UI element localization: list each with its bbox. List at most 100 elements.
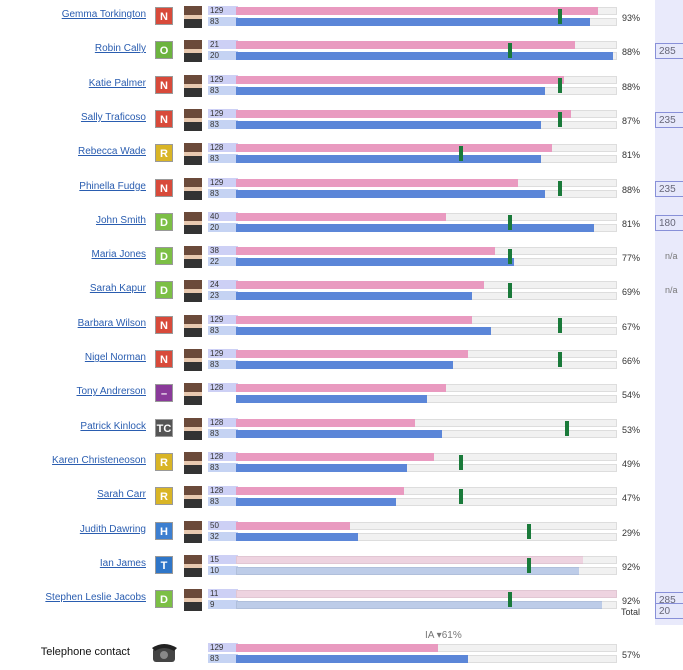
bottom-number: 83 [208, 325, 238, 335]
name[interactable]: Karen Christeneoson [52, 454, 146, 466]
pink-bar [236, 247, 496, 256]
track [236, 590, 617, 599]
name[interactable]: Nigel Norman [84, 352, 146, 363]
avatar [184, 143, 202, 166]
percent: 93% [622, 13, 641, 23]
percent: 54% [622, 390, 641, 401]
target [508, 592, 513, 608]
percent: 29% [622, 527, 641, 538]
name[interactable]: Telephone contact [40, 646, 130, 658]
blue-bar [236, 292, 473, 301]
name[interactable]: Judith Dawring [79, 523, 146, 535]
percent: 88% [622, 81, 641, 92]
avatar [184, 40, 202, 63]
pink-bar [236, 178, 518, 187]
badge: H [155, 521, 173, 540]
name[interactable]: Rebecca Wade [78, 146, 146, 158]
bottom-number: 83 [208, 154, 238, 164]
pink-bar [236, 418, 416, 427]
top-number: 21 [208, 40, 238, 50]
blue-bar [236, 86, 545, 95]
name[interactable]: Barbara Wilson [77, 317, 146, 329]
top-number: 128 [208, 383, 238, 393]
percent: 66% [622, 356, 641, 366]
side-text: n/a [665, 251, 678, 262]
blue-bar [236, 395, 427, 404]
blue-bar [236, 566, 579, 575]
name[interactable]: Gemma Torkington [61, 9, 146, 20]
pink-bar [236, 41, 576, 50]
blue-bar [236, 532, 358, 541]
bottom-number: 83 [208, 188, 238, 198]
pink-bar [236, 555, 583, 564]
pink-bar [236, 590, 617, 599]
pink-bar [236, 521, 351, 530]
name[interactable]: Phinella Fudge [79, 180, 146, 192]
target [527, 523, 532, 539]
badge: D [155, 247, 173, 266]
badge: N [155, 109, 173, 128]
percent: 49% [622, 458, 641, 469]
percent: 88% [622, 47, 641, 58]
bottom-number: 83 [208, 17, 238, 26]
avatar [184, 6, 202, 28]
blue-bar [236, 189, 545, 198]
side-box: 285 [655, 43, 683, 60]
target [557, 9, 562, 24]
target [508, 249, 513, 265]
badge: O [155, 41, 173, 60]
percent: 67% [622, 321, 641, 332]
pink-bar [236, 350, 469, 358]
top-number: 128 [208, 451, 238, 461]
name[interactable]: Patrick Kinlock [80, 420, 146, 432]
top-number: 128 [208, 143, 238, 153]
avatar [184, 589, 202, 612]
badge: N [155, 350, 173, 368]
badge: TC [155, 418, 173, 437]
pink-bar [236, 109, 572, 118]
annotation: IA ▾61% [425, 630, 462, 641]
name[interactable]: John Smith [95, 214, 146, 226]
target [508, 214, 513, 230]
blue-bar [236, 361, 454, 369]
side-box: 235 [655, 111, 683, 128]
top-number: 24 [208, 280, 238, 290]
name[interactable]: Sally Traficoso [80, 111, 146, 123]
top-number: 129 [208, 74, 238, 84]
name[interactable]: Katie Palmer [88, 77, 146, 89]
badge: N [155, 7, 173, 25]
name[interactable]: Sarah Kapur [89, 283, 146, 295]
bottom-number: 10 [208, 565, 238, 575]
name[interactable]: Robin Cally [94, 43, 146, 55]
pink-bar [236, 452, 435, 461]
percent: 87% [622, 115, 641, 126]
badge: N [155, 75, 173, 94]
target [557, 352, 562, 367]
phone-icon [152, 644, 177, 662]
top-number: 129 [208, 314, 238, 324]
top-number: 50 [208, 520, 238, 530]
bottom-number: 9 [208, 600, 238, 610]
pink-bar [236, 281, 484, 290]
bottom-number: 23 [208, 291, 238, 301]
badge: R [155, 144, 173, 163]
pink-bar [236, 75, 564, 84]
percent: 77% [622, 253, 641, 264]
name[interactable]: Maria Jones [91, 249, 146, 261]
name[interactable]: Tony Andrerson [76, 386, 147, 398]
track [236, 555, 617, 564]
blue-bar [236, 223, 595, 232]
name[interactable]: Ian James [99, 557, 146, 569]
avatar [184, 383, 202, 406]
name[interactable]: Stephen Leslie Jacobs [45, 592, 146, 604]
bottom-number: 83 [208, 119, 238, 129]
top-number: 129 [208, 643, 238, 652]
pink-bar [236, 144, 553, 153]
name[interactable]: Sarah Carr [97, 489, 146, 501]
badge: D [155, 590, 173, 609]
badge: N [155, 315, 173, 334]
target [458, 454, 463, 470]
percent: 69% [622, 287, 641, 298]
top-number: 129 [208, 108, 238, 118]
track [236, 601, 617, 610]
